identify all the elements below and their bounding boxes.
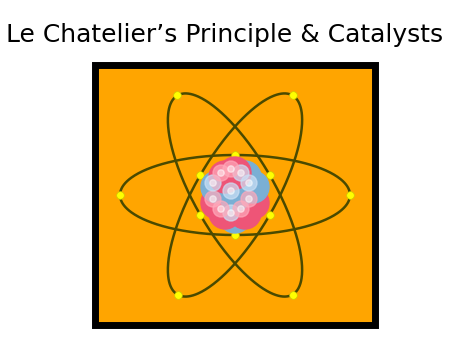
Circle shape <box>237 187 269 219</box>
Circle shape <box>223 183 239 199</box>
Circle shape <box>201 187 233 219</box>
Circle shape <box>228 188 234 194</box>
Circle shape <box>228 210 234 216</box>
Circle shape <box>210 196 216 202</box>
Circle shape <box>205 175 221 191</box>
Circle shape <box>210 180 216 186</box>
Point <box>266 212 273 218</box>
Circle shape <box>218 170 224 176</box>
Point <box>289 93 296 98</box>
Circle shape <box>228 166 234 172</box>
Circle shape <box>229 161 261 193</box>
Circle shape <box>209 197 241 229</box>
Point <box>289 292 296 297</box>
Point <box>174 292 181 297</box>
Circle shape <box>219 201 251 233</box>
Point <box>231 152 239 158</box>
Point <box>174 93 181 98</box>
Circle shape <box>201 171 233 203</box>
Circle shape <box>233 165 249 181</box>
Circle shape <box>246 196 252 202</box>
Point <box>197 212 204 218</box>
Circle shape <box>218 206 224 212</box>
Circle shape <box>213 201 229 217</box>
Circle shape <box>205 191 221 207</box>
Circle shape <box>233 201 249 217</box>
Circle shape <box>237 171 269 203</box>
Circle shape <box>223 161 239 177</box>
Point <box>197 172 204 178</box>
Circle shape <box>229 197 261 229</box>
Circle shape <box>213 165 229 181</box>
Point <box>346 192 354 198</box>
Point <box>231 232 239 238</box>
Text: Le Chatelier’s Principle & Catalysts: Le Chatelier’s Principle & Catalysts <box>6 23 444 47</box>
Circle shape <box>223 205 239 221</box>
Circle shape <box>241 191 257 207</box>
Circle shape <box>209 161 241 193</box>
Circle shape <box>238 170 244 176</box>
Circle shape <box>238 206 244 212</box>
Circle shape <box>246 180 252 186</box>
Circle shape <box>241 175 257 191</box>
Point <box>117 192 124 198</box>
Circle shape <box>219 157 251 189</box>
Point <box>266 172 273 178</box>
Circle shape <box>219 179 251 211</box>
Bar <box>95 65 375 325</box>
